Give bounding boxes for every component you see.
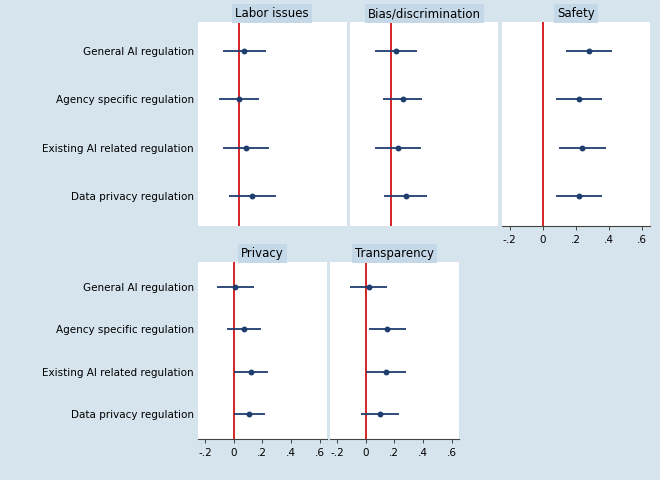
Point	[246, 368, 256, 375]
Point	[239, 47, 249, 55]
Point	[392, 144, 403, 152]
Point	[247, 192, 257, 200]
Point	[382, 325, 393, 333]
Point	[574, 96, 585, 103]
Title: Transparency: Transparency	[355, 247, 434, 261]
Title: Bias/discrimination: Bias/discrimination	[368, 7, 480, 21]
Point	[244, 410, 255, 418]
Point	[391, 47, 401, 55]
Point	[584, 47, 595, 55]
Title: Privacy: Privacy	[241, 247, 284, 261]
Point	[401, 192, 411, 200]
Point	[363, 283, 374, 291]
Point	[230, 283, 240, 291]
Title: Safety: Safety	[557, 7, 595, 21]
Point	[238, 325, 249, 333]
Title: Labor issues: Labor issues	[236, 7, 309, 21]
Point	[577, 144, 588, 152]
Point	[380, 368, 391, 375]
Point	[375, 410, 385, 418]
Point	[397, 96, 408, 103]
Point	[574, 192, 585, 200]
Point	[234, 96, 244, 103]
Point	[240, 144, 251, 152]
